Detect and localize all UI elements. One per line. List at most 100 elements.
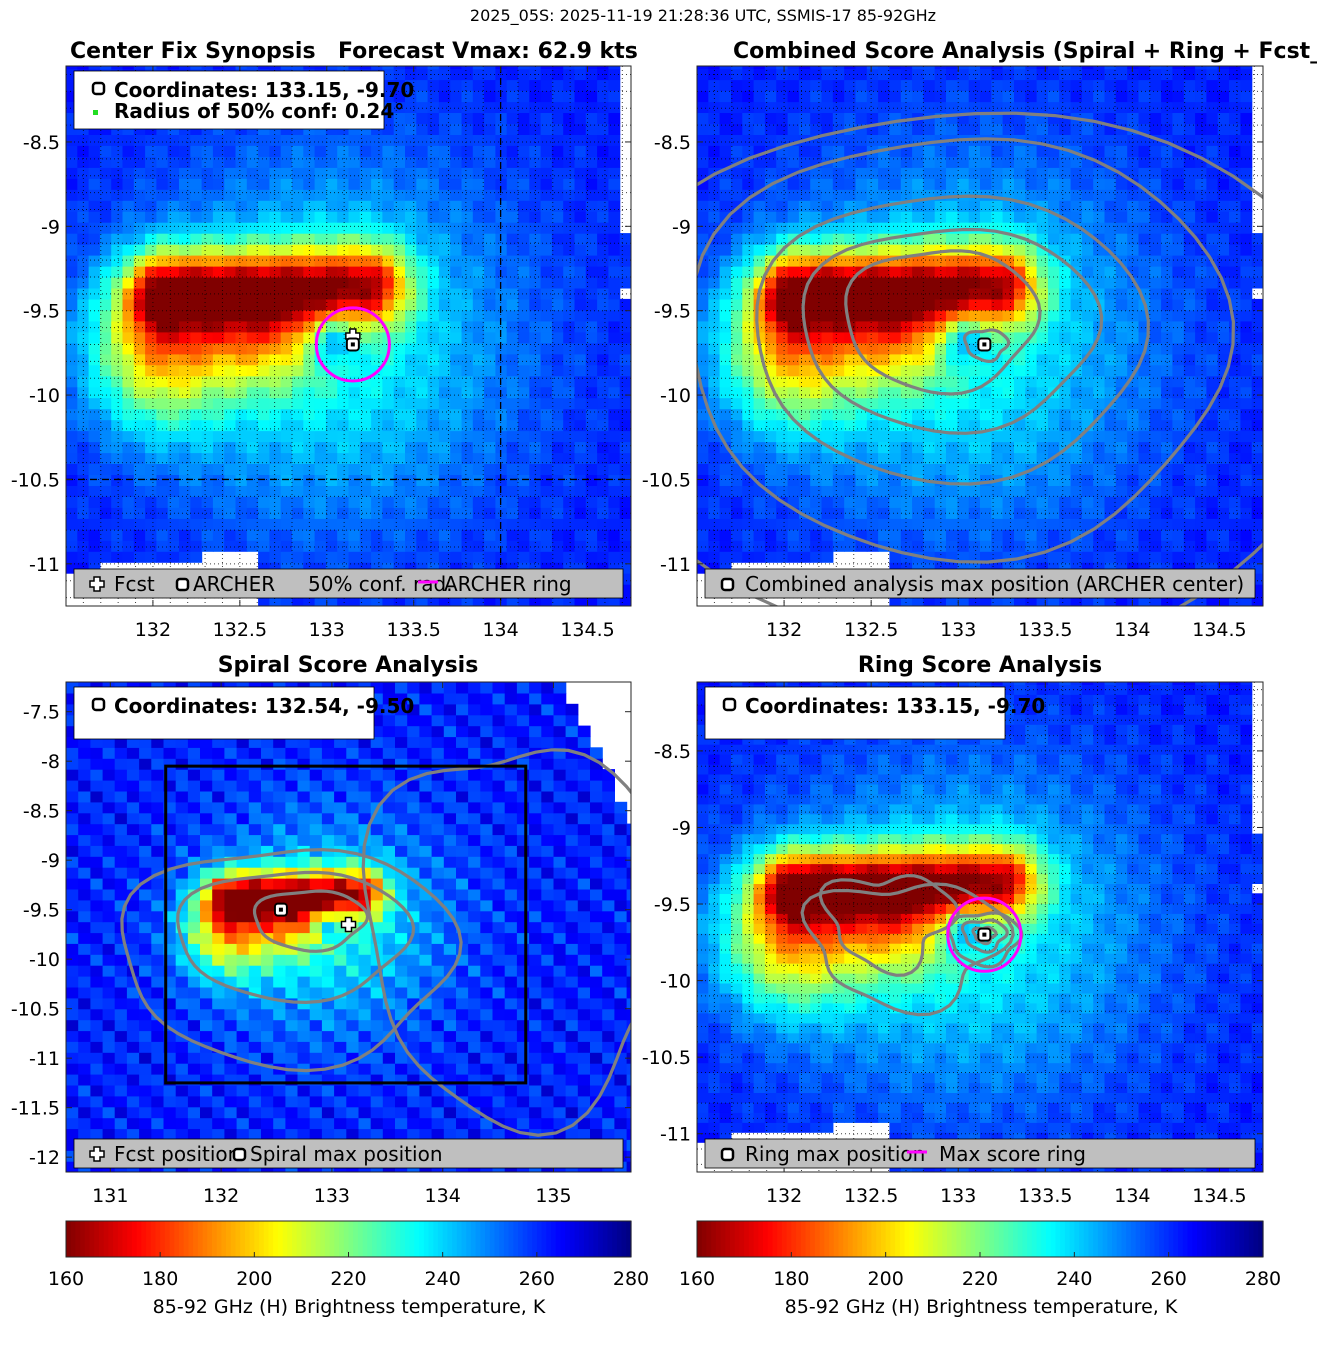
- contour-ring: [120, 847, 463, 1073]
- legend-entry-label: ARCHER: [193, 572, 275, 596]
- panel-1: 132 132.5 133 133.5 134 134.5 -8.5 -9 -9.5 -10 -10…: [11, 65, 632, 641]
- contour-ring: [252, 889, 370, 953]
- x-tick-label: 132.5: [844, 619, 898, 641]
- contour-ring: [176, 870, 416, 1005]
- panel-3: 131 132 133 134 135 -7.5 -8 -8.5 -9 -9.5 -10 -10.5 -…: [11, 681, 632, 1207]
- y-tick-label: -10: [29, 385, 60, 407]
- colorbar-tick-label: 280: [613, 1268, 649, 1290]
- axes-frame: [696, 681, 1264, 1173]
- colorbar-2: 160 180 200 220 240 260 280: [679, 1220, 1281, 1290]
- legend-entry-label: Spiral max position: [250, 1142, 443, 1166]
- fcst-marker: [340, 916, 357, 933]
- y-tick-label: -10.5: [642, 469, 691, 491]
- y-tick-label: -9.5: [23, 900, 60, 922]
- x-tick-label: 132: [135, 619, 171, 641]
- y-tick-label: -9.5: [23, 301, 60, 323]
- figure-suptitle: 2025_05S: 2025-11-19 21:28:36 UTC, SSMIS…: [470, 6, 936, 26]
- y-tick-label: -12: [29, 1147, 60, 1169]
- colorbar-tick-label: 200: [236, 1268, 272, 1290]
- y-tick-label: -9: [672, 216, 691, 238]
- x-tick-label: 133.5: [386, 619, 440, 641]
- axes-frame: [696, 65, 1264, 607]
- y-tick-label: -10: [29, 949, 60, 971]
- legend-entry-label: Max score ring: [939, 1142, 1086, 1166]
- legend-entry-label: 50% conf. rad.: [308, 572, 453, 596]
- legend-entry-label: ARCHER ring: [444, 572, 572, 596]
- colorbar-tick-label: 240: [1056, 1268, 1092, 1290]
- y-tick-label: -9: [672, 817, 691, 839]
- y-tick-label: -11: [29, 554, 60, 576]
- panel1-title-left: Center Fix Synopsis: [70, 39, 316, 64]
- coordinates-annotation: Coordinates: 132.54, -9.50: [73, 686, 414, 740]
- y-tick-label: -11.5: [11, 1098, 60, 1120]
- panel1-title-right: Forecast Vmax: 62.9 kts: [338, 39, 638, 64]
- annotation-text: Coordinates: 133.15, -9.70: [114, 78, 414, 102]
- contour-lines: [697, 111, 1263, 606]
- x-tick-label: 133.5: [1018, 619, 1072, 641]
- x-tick-label: 134: [1114, 1185, 1150, 1207]
- y-tick-label: -10.5: [11, 469, 60, 491]
- legend-entry-label: Combined analysis max position (ARCHER c…: [745, 572, 1244, 596]
- panel-2: 132 132.5 133 133.5 134 134.5 -8.5 -9 -9.5 -10 -10…: [642, 65, 1264, 641]
- max-score-ring: [946, 896, 1023, 973]
- contour-ring: [697, 111, 1263, 606]
- legend-box: [704, 568, 1256, 599]
- legend-box: [704, 1138, 1256, 1169]
- contour-ring: [800, 882, 1015, 1017]
- y-tick-label: -11: [29, 1048, 60, 1070]
- colorbar-tick-label: 180: [773, 1268, 809, 1290]
- colorbar1-label: 85-92 GHz (H) Brightness temperature, K: [153, 1296, 546, 1318]
- contour-ring: [697, 137, 1236, 564]
- contour-ring: [971, 925, 998, 946]
- contour-ring: [963, 328, 1011, 364]
- y-tick-label: -8: [41, 751, 60, 773]
- legend-entry-label: Ring max position: [745, 1142, 925, 1166]
- legend-marker-plus: [89, 576, 105, 592]
- legend-marker-plus: [89, 1146, 105, 1162]
- legend-marker-square: [175, 577, 190, 592]
- x-tick-label: 133: [940, 619, 976, 641]
- contour-ring: [755, 194, 1150, 486]
- x-tick-label: 135: [535, 1185, 571, 1207]
- legend: Ring max position Max score ring: [704, 1138, 1256, 1169]
- y-tick-label: -11: [660, 554, 691, 576]
- heatmap-image: [697, 682, 1263, 1172]
- y-tick-label: -8.5: [23, 132, 60, 154]
- y-tick-label: -8.5: [654, 132, 691, 154]
- legend: Combined analysis max position (ARCHER c…: [704, 568, 1256, 599]
- contour-ring: [361, 748, 631, 1137]
- colorbar-tick-label: 160: [48, 1268, 84, 1290]
- ring-max-marker: [977, 927, 992, 942]
- y-tick-label: -7.5: [23, 702, 60, 724]
- contour-ring: [960, 918, 1009, 954]
- archer-marker: [345, 337, 360, 352]
- colorbar-tick-label: 240: [425, 1268, 461, 1290]
- x-tick-label: 134.5: [1192, 619, 1246, 641]
- legend-marker-square: [232, 1147, 247, 1162]
- colorbar-tick-label: 220: [962, 1268, 998, 1290]
- colorbar-tick-label: 280: [1245, 1268, 1281, 1290]
- panel2-title: Combined Score Analysis (Spiral + Ring +…: [733, 39, 1317, 64]
- x-tick-label: 133: [309, 619, 345, 641]
- x-tick-label: 132: [766, 619, 802, 641]
- heatmap-image: [66, 66, 631, 606]
- legend: Fcst position Spiral max position: [73, 1138, 624, 1169]
- y-tick-label: -11: [660, 1124, 691, 1146]
- annotation-text: Radius of 50% conf: 0.24°: [114, 99, 404, 123]
- y-tick-label: -10: [660, 385, 691, 407]
- combined-max-marker: [977, 337, 992, 352]
- colorbar-tick-label: 260: [1151, 1268, 1187, 1290]
- axes-frame: [65, 681, 632, 1173]
- x-tick-label: 134: [425, 1185, 461, 1207]
- colorbar2-label: 85-92 GHz (H) Brightness temperature, K: [785, 1296, 1178, 1318]
- x-tick-label: 133: [940, 1185, 976, 1207]
- x-tick-label: 134: [1114, 619, 1150, 641]
- legend-box: [73, 1138, 624, 1169]
- annotation-text: Coordinates: 132.54, -9.50: [114, 694, 414, 718]
- panel4-title: Ring Score Analysis: [858, 653, 1102, 678]
- y-tick-label: -8.5: [23, 801, 60, 823]
- x-tick-label: 132.5: [213, 619, 267, 641]
- x-tick-label: 133.5: [1018, 1185, 1072, 1207]
- axes-frame: [65, 65, 632, 607]
